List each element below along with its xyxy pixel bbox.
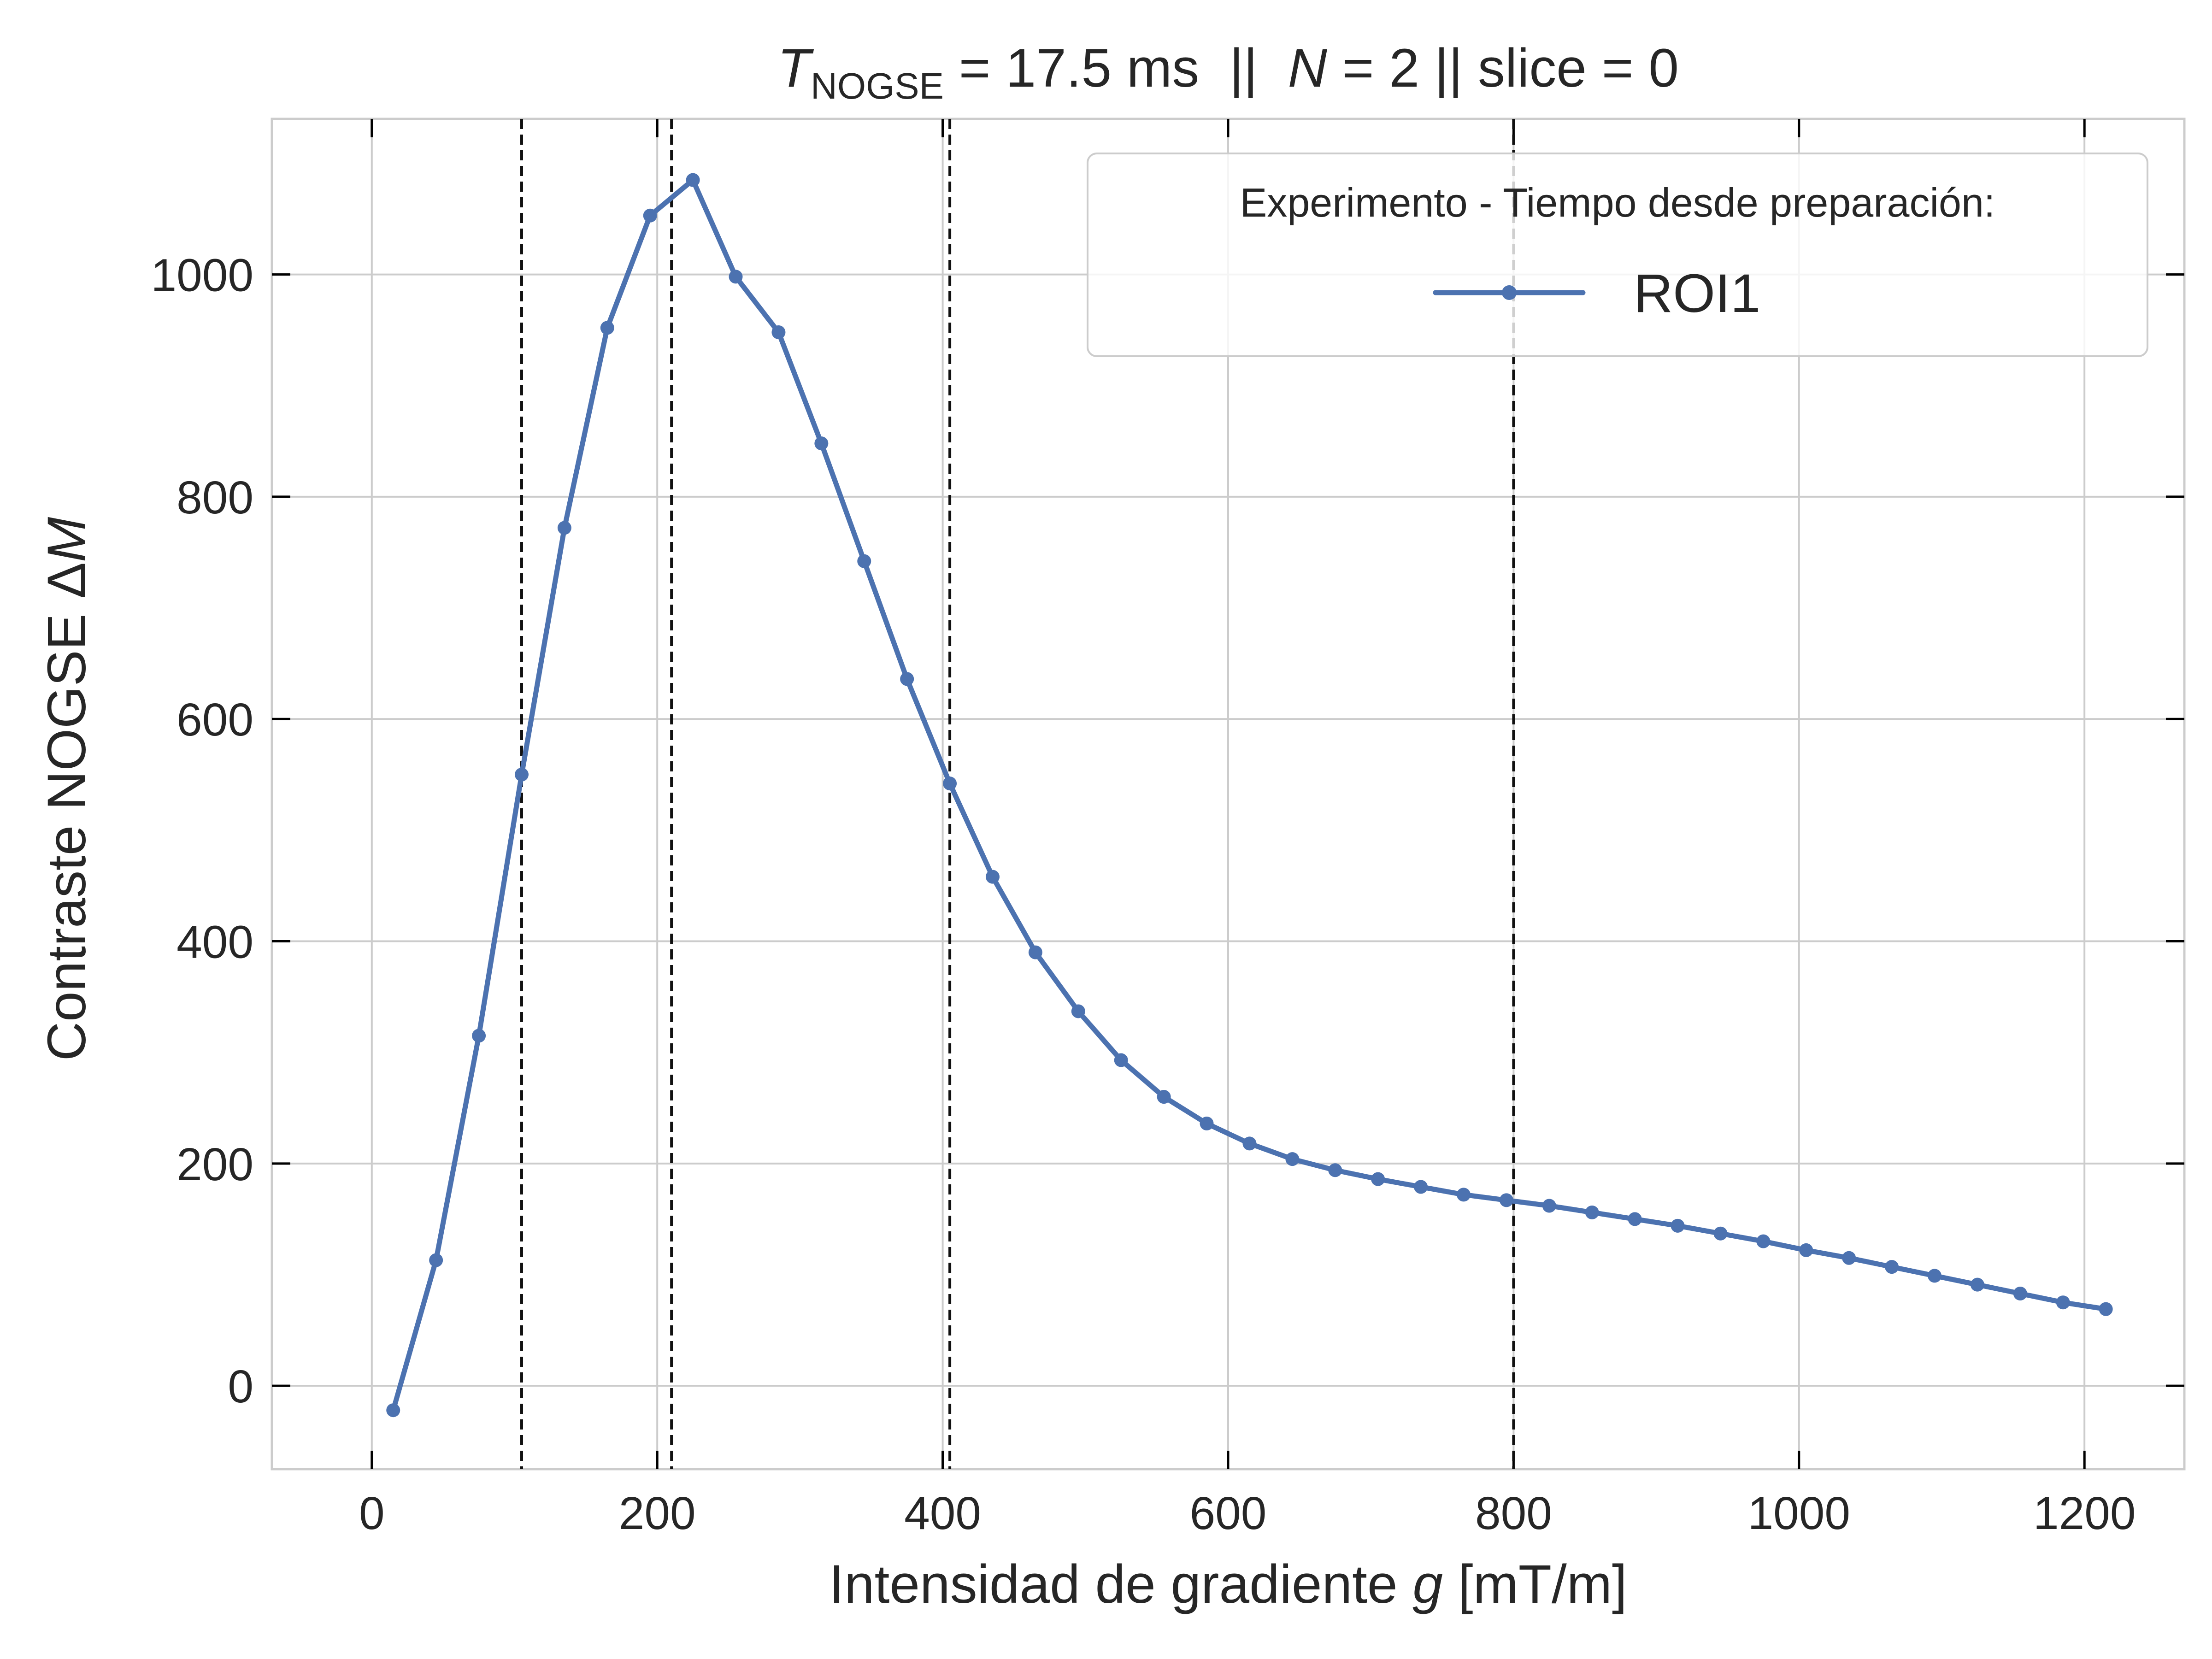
series-point-0-17: [1114, 1053, 1128, 1067]
x-tick-label-600: 600: [1190, 1488, 1267, 1539]
series-point-0-4: [557, 521, 571, 535]
y-tick-label-600: 600: [176, 694, 253, 746]
series-point-0-32: [1756, 1234, 1771, 1248]
y-tick-label-200: 200: [176, 1139, 253, 1190]
x-tick-label-800: 800: [1475, 1488, 1552, 1539]
series-point-0-34: [1842, 1251, 1856, 1265]
y-tick-label-800: 800: [176, 472, 253, 524]
series-point-0-19: [1200, 1117, 1214, 1131]
series-point-0-6: [643, 208, 657, 223]
y-axis-label-prefix: Contraste NOGSE Δ: [36, 562, 97, 1061]
legend-title: Experimento - Tiempo desde preparación:: [1240, 180, 1995, 225]
series-point-0-33: [1799, 1243, 1813, 1257]
x-axis-label-symbol: g: [1412, 1554, 1443, 1615]
x-tick-label-1200: 1200: [2033, 1488, 2136, 1539]
series-point-0-8: [729, 270, 743, 284]
series-point-0-26: [1499, 1193, 1513, 1207]
series-point-0-40: [2099, 1302, 2113, 1316]
series-point-0-18: [1157, 1090, 1171, 1104]
title-n-symbol: N: [1288, 38, 1328, 99]
series-point-0-38: [2013, 1286, 2027, 1300]
series-point-0-36: [1928, 1269, 1942, 1283]
series-point-0-0: [386, 1403, 400, 1418]
legend: Experimento - Tiempo desde preparación: …: [1087, 153, 2148, 357]
series-point-0-22: [1328, 1163, 1342, 1177]
y-axis-label: Contraste NOGSE ΔM: [36, 517, 97, 1061]
series-point-0-24: [1414, 1180, 1428, 1194]
series-point-0-31: [1713, 1226, 1728, 1241]
series-point-0-13: [943, 777, 957, 791]
series-point-0-35: [1885, 1260, 1899, 1274]
series-point-0-2: [472, 1029, 486, 1043]
title-t-rest: = 17.5 ms ||: [944, 38, 1288, 99]
series-point-0-9: [771, 325, 786, 340]
title-n-rest: = 2 || slice = 0: [1327, 38, 1679, 99]
series-point-0-29: [1628, 1212, 1642, 1226]
series-point-0-28: [1585, 1205, 1599, 1219]
series-point-0-11: [857, 554, 871, 568]
series-point-0-15: [1028, 945, 1042, 959]
legend-box: [1087, 153, 2148, 357]
series-point-0-23: [1371, 1172, 1385, 1186]
x-tick-label-400: 400: [904, 1488, 981, 1539]
series-point-0-39: [2056, 1295, 2070, 1310]
series-point-0-12: [900, 672, 914, 686]
x-tick-label-200: 200: [619, 1488, 696, 1539]
series-point-0-5: [600, 321, 614, 335]
series-point-0-21: [1285, 1152, 1300, 1166]
series-point-0-3: [514, 767, 529, 782]
x-tick-label-1000: 1000: [1748, 1488, 1850, 1539]
y-tick-label-0: 0: [228, 1361, 253, 1412]
series-point-0-14: [985, 870, 1000, 884]
legend-marker-roi1: [1502, 285, 1517, 300]
y-axis-label-symbol: M: [36, 517, 97, 562]
series-point-0-7: [686, 173, 700, 187]
y-tick-label-400: 400: [176, 917, 253, 968]
chart-title: TNOGSE = 17.5 ms || N = 2 || slice = 0: [777, 38, 1679, 106]
series-point-0-27: [1542, 1199, 1556, 1213]
y-tick-label-1000: 1000: [151, 250, 253, 301]
series-point-0-37: [1970, 1277, 1984, 1292]
title-t-symbol: T: [777, 38, 814, 99]
x-tick-label-0: 0: [359, 1488, 385, 1539]
series-point-0-1: [429, 1253, 443, 1267]
x-axis-label-prefix: Intensidad de gradiente: [829, 1554, 1412, 1615]
series-point-0-25: [1457, 1188, 1471, 1202]
legend-label-roi1: ROI1: [1634, 263, 1760, 324]
series-point-0-20: [1242, 1136, 1257, 1151]
x-axis-label: Intensidad de gradiente g [mT/m]: [829, 1554, 1627, 1615]
series-point-0-16: [1071, 1004, 1085, 1018]
series-point-0-10: [814, 436, 829, 451]
title-t-subscript: NOGSE: [811, 65, 944, 106]
series-point-0-30: [1671, 1218, 1685, 1233]
x-axis-label-suffix: [mT/m]: [1443, 1554, 1627, 1615]
